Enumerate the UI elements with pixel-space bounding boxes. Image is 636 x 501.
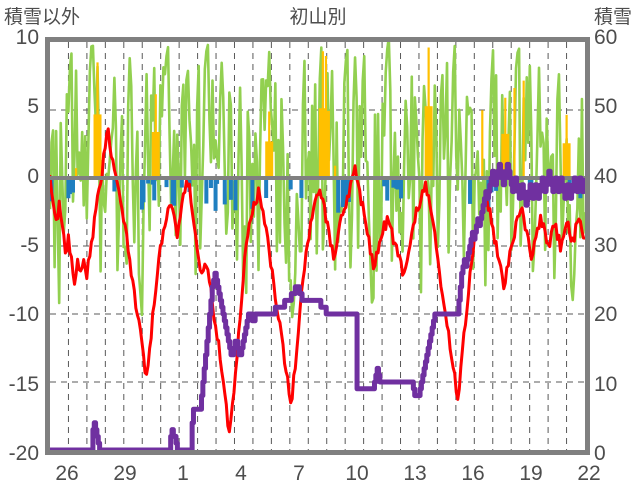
x-axis-tick: 29 (113, 462, 137, 485)
x-axis-tick: 26 (55, 462, 79, 485)
y-axis-left-tick: -20 (8, 442, 39, 465)
y-axis-left-tick: -5 (20, 234, 39, 257)
y-axis-left-tick: 10 (15, 26, 39, 49)
y-axis-right-tick: 10 (594, 373, 618, 396)
y-axis-right-tick: 30 (594, 234, 618, 257)
x-axis-tick: 22 (577, 462, 601, 485)
y-axis-right-tick: 20 (594, 303, 618, 326)
plot-area (45, 37, 590, 455)
left-axis-title: 積雪以外 (4, 7, 81, 28)
y-axis-right-tick: 40 (594, 165, 618, 188)
right-axis-title: 積雪 (593, 7, 632, 28)
y-axis-left-tick: 0 (27, 165, 39, 188)
x-axis-tick: 16 (461, 462, 485, 485)
y-axis-right-tick: 50 (594, 95, 618, 118)
chart-title: 初山別 (289, 7, 347, 28)
y-axis-right-tick: 60 (594, 26, 618, 49)
x-axis-tick: 13 (403, 462, 427, 485)
y-axis-left-tick: 5 (27, 95, 39, 118)
x-axis-tick: 19 (519, 462, 543, 485)
y-axis-left-tick: -10 (8, 303, 39, 326)
x-axis-tick: 7 (293, 462, 305, 485)
x-axis-tick: 4 (235, 462, 247, 485)
y-axis-right-tick: 0 (594, 442, 606, 465)
plot-canvas (50, 42, 585, 450)
x-axis-tick: 1 (177, 462, 189, 485)
x-axis-tick: 10 (345, 462, 369, 485)
y-axis-left-tick: -15 (8, 373, 39, 396)
